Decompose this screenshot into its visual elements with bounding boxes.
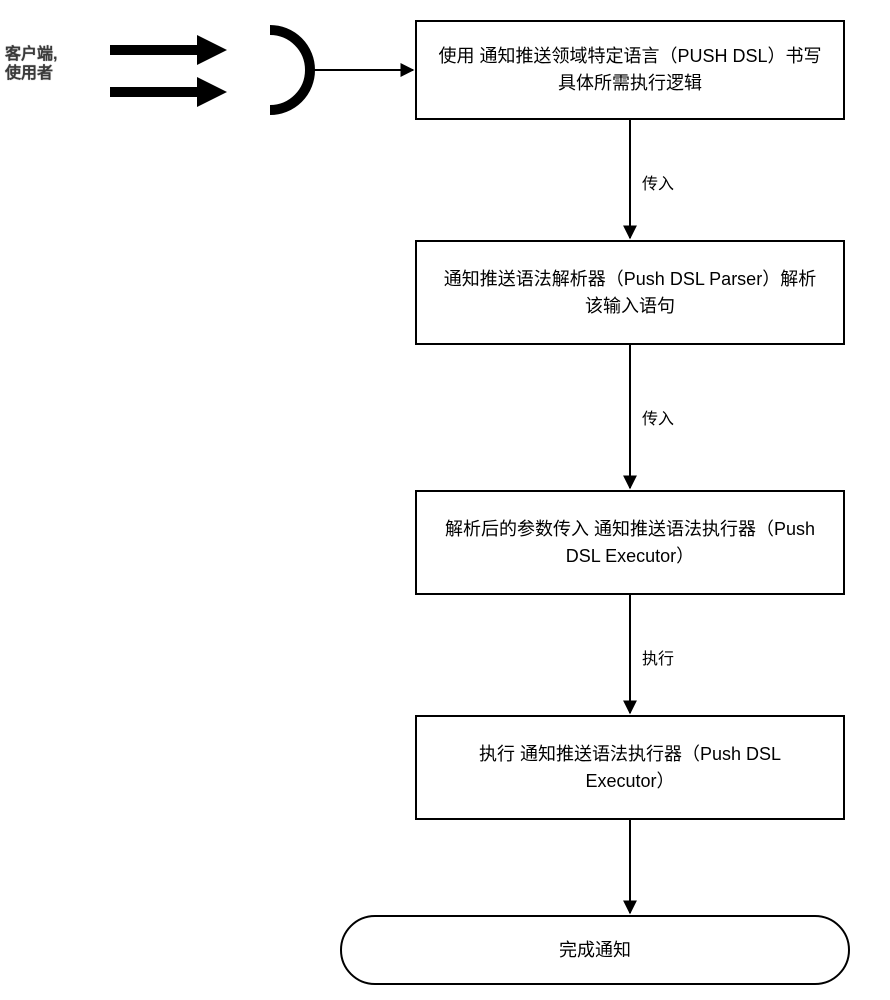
node-parser-text: 通知推送语法解析器（Push DSL Parser）解析该输入语句 — [437, 266, 823, 320]
node-complete: 完成通知 — [340, 915, 850, 985]
node-run-executor: 执行 通知推送语法执行器（Push DSL Executor） — [415, 715, 845, 820]
edge-label-e23: 传入 — [640, 405, 676, 429]
node-write-dsl-text: 使用 通知推送领域特定语言（PUSH DSL）书写具体所需执行逻辑 — [437, 43, 823, 97]
node-complete-text: 完成通知 — [559, 937, 631, 964]
actor-label-line2: 使用者 — [5, 65, 53, 82]
diagram-canvas: 客户端, 使用者 使用 通知推送领域特定语言（PUSH DSL）书写具体所需执行… — [0, 0, 890, 1000]
node-params-to-executor: 解析后的参数传入 通知推送语法执行器（Push DSL Executor） — [415, 490, 845, 595]
actor-halfcircle-icon — [270, 30, 310, 110]
node-write-dsl: 使用 通知推送领域特定语言（PUSH DSL）书写具体所需执行逻辑 — [415, 20, 845, 120]
actor-label-line1: 客户端, — [5, 46, 57, 63]
node-run-text: 执行 通知推送语法执行器（Push DSL Executor） — [437, 741, 823, 795]
node-parser: 通知推送语法解析器（Push DSL Parser）解析该输入语句 — [415, 240, 845, 345]
actor-label: 客户端, 使用者 — [5, 45, 57, 83]
node-params-text: 解析后的参数传入 通知推送语法执行器（Push DSL Executor） — [437, 516, 823, 570]
edge-label-e34: 执行 — [640, 645, 676, 669]
edge-label-e12: 传入 — [640, 170, 676, 194]
